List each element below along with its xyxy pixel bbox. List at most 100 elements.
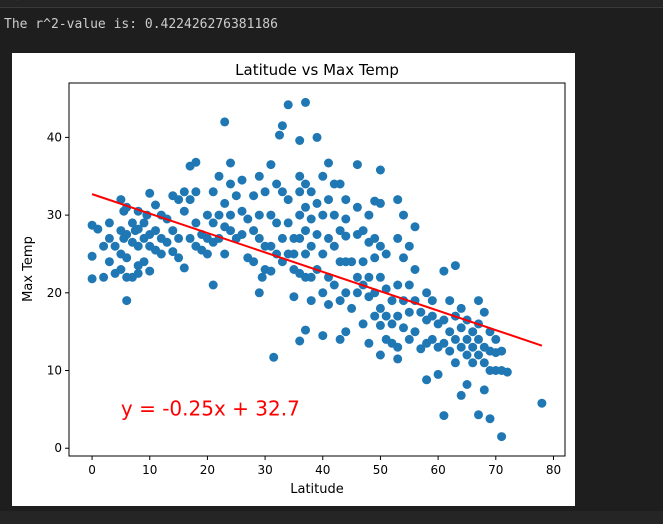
data-point — [174, 195, 184, 205]
regression-equation: y = -0.25x + 32.7 — [121, 397, 300, 421]
y-tick-label: 20 — [47, 286, 62, 300]
data-point — [249, 257, 259, 267]
data-point — [318, 210, 328, 220]
data-point — [358, 319, 368, 329]
data-point — [226, 226, 235, 236]
x-tick-label: 40 — [315, 463, 330, 477]
scatter-chart: Latitude vs Max Temp 0 10 20 30 40 50 60 70 80 0 1… — [21, 61, 566, 497]
data-point — [179, 206, 189, 216]
data-point — [145, 266, 155, 276]
data-point — [266, 241, 276, 251]
data-point — [237, 206, 247, 216]
data-point — [312, 230, 322, 239]
data-point — [122, 296, 132, 306]
data-point — [283, 218, 293, 228]
data-point — [277, 187, 287, 197]
data-point — [375, 198, 385, 208]
data-point — [99, 241, 109, 251]
data-point — [301, 202, 310, 212]
data-point — [445, 346, 455, 356]
data-point — [202, 210, 212, 220]
data-point — [122, 230, 132, 239]
data-point — [410, 222, 420, 232]
data-point — [257, 272, 267, 282]
data-point — [474, 334, 483, 344]
data-point — [456, 323, 466, 333]
y-axis-label: Max Temp — [21, 236, 36, 302]
data-point — [329, 280, 339, 290]
data-point — [375, 320, 385, 330]
x-tick-label: 70 — [488, 463, 503, 477]
data-point — [399, 323, 408, 333]
data-point — [295, 233, 305, 243]
chart-title: Latitude vs Max Temp — [235, 61, 399, 79]
regression-line — [91, 193, 543, 347]
data-point — [301, 179, 310, 189]
data-point — [156, 249, 166, 259]
data-point — [422, 375, 432, 385]
data-point — [393, 342, 403, 352]
data-point — [116, 195, 126, 205]
data-point — [341, 195, 351, 205]
data-point — [370, 311, 380, 321]
data-point — [456, 303, 466, 313]
data-point — [295, 187, 305, 197]
data-point — [416, 344, 426, 354]
data-point — [127, 218, 137, 228]
data-point — [352, 288, 362, 298]
data-point — [243, 214, 253, 224]
data-point — [254, 233, 264, 243]
data-point — [410, 265, 420, 274]
data-point — [122, 253, 132, 263]
data-point — [329, 241, 339, 251]
data-point — [208, 187, 218, 197]
data-point — [479, 358, 489, 368]
x-tick-label: 30 — [257, 463, 272, 477]
data-point — [312, 132, 322, 142]
data-point — [462, 380, 472, 389]
data-point — [370, 253, 380, 263]
data-point — [254, 171, 264, 181]
data-point — [295, 210, 305, 220]
data-point — [399, 210, 408, 220]
data-point — [226, 179, 235, 189]
data-point — [462, 350, 472, 360]
data-point — [220, 198, 230, 208]
data-point — [301, 325, 310, 335]
plot-area — [68, 82, 566, 457]
data-point — [231, 191, 241, 201]
x-tick-label: 50 — [373, 463, 388, 477]
data-point — [329, 210, 339, 220]
x-axis-label: Latitude — [290, 482, 344, 497]
data-point — [324, 158, 333, 168]
data-point — [306, 272, 316, 282]
data-point — [104, 257, 114, 267]
data-point — [404, 334, 414, 344]
data-point — [347, 257, 357, 267]
data-point — [381, 249, 391, 259]
data-point — [266, 210, 276, 220]
data-point — [295, 336, 305, 346]
data-point — [439, 315, 449, 325]
chevron-icon[interactable]: ‹ ··· — [14, 0, 38, 3]
data-point — [301, 226, 310, 236]
data-point — [381, 311, 391, 321]
data-point — [254, 288, 264, 298]
data-point — [387, 296, 397, 306]
data-point — [491, 334, 501, 344]
data-point — [179, 263, 189, 273]
data-point — [214, 171, 224, 181]
data-point — [306, 296, 316, 306]
data-point — [358, 257, 368, 267]
data-point — [341, 327, 351, 337]
data-point — [335, 179, 345, 189]
data-point — [168, 226, 178, 236]
data-point — [104, 218, 114, 228]
data-point — [468, 327, 478, 337]
data-point — [364, 210, 374, 220]
data-point — [139, 218, 149, 228]
data-point — [301, 249, 310, 259]
y-tick-label: 10 — [47, 364, 62, 378]
data-point — [179, 187, 189, 197]
data-point — [502, 367, 512, 377]
